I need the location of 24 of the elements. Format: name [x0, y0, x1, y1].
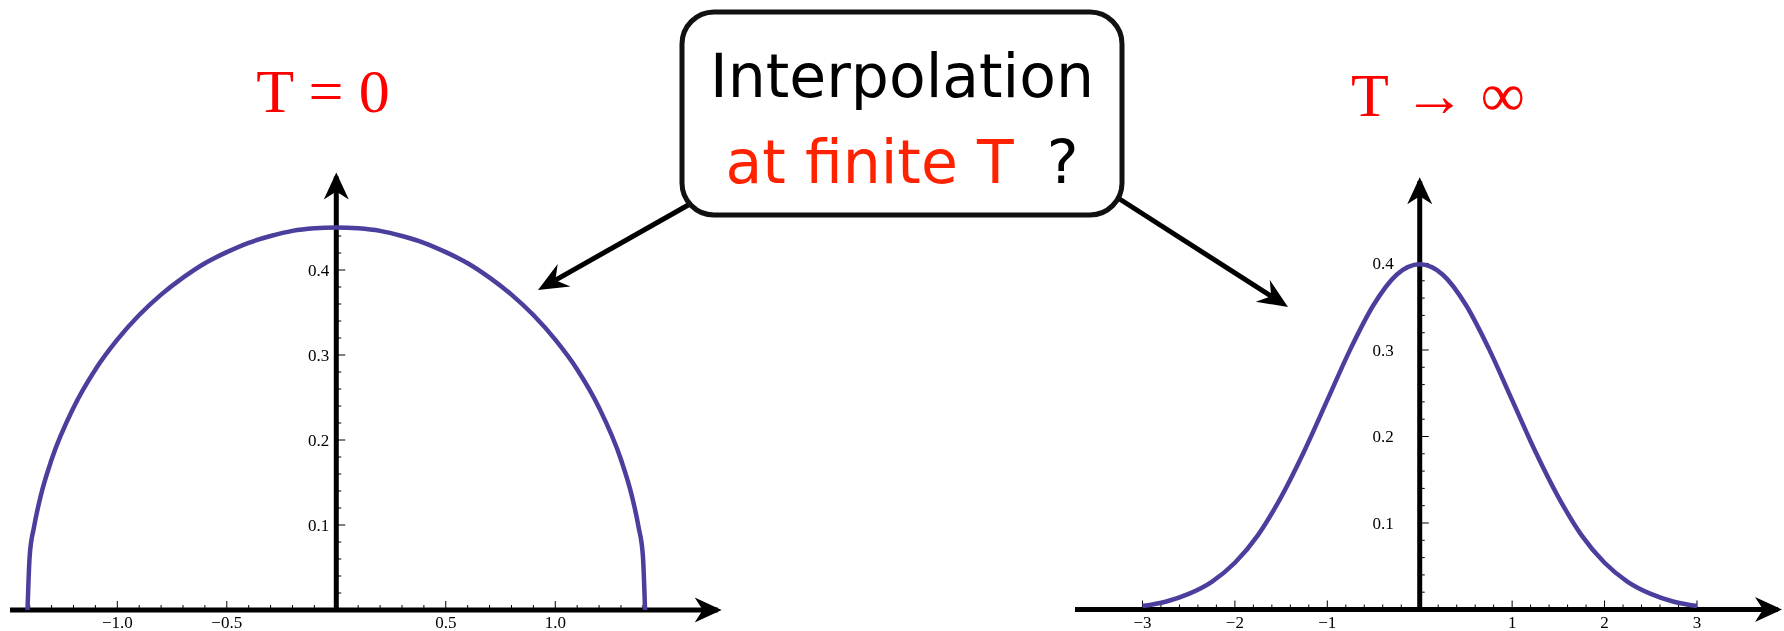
x-tick-label: 1 — [1507, 612, 1517, 631]
x-tick-label: −2 — [1225, 612, 1244, 631]
x-tick-label: 1.0 — [544, 613, 566, 631]
y-tick-label: 0.1 — [308, 515, 330, 535]
x-tick-label: −1.0 — [101, 613, 133, 631]
y-tick-label: 0.4 — [308, 260, 330, 280]
x-tick-label: 2 — [1600, 612, 1609, 631]
y-tick-label: 0.3 — [1372, 340, 1394, 360]
text: at finite T — [725, 127, 1014, 197]
x-tick-label: −1 — [1318, 612, 1337, 631]
x-tick-label: −3 — [1133, 612, 1152, 631]
y-tick-label: 0.3 — [308, 345, 330, 365]
text: Interpolation — [710, 41, 1094, 111]
x-tick-label: 0.5 — [435, 613, 457, 631]
y-tick-label: 0.4 — [1372, 254, 1395, 274]
x-tick-label: −0.5 — [211, 613, 243, 631]
x-tick-label: 3 — [1692, 612, 1702, 631]
chart-title: T = 0 — [256, 57, 390, 125]
y-tick-label: 0.2 — [1372, 427, 1394, 447]
y-tick-label: 0.2 — [308, 430, 330, 450]
line-series — [25, 225, 648, 613]
y-tick-label: 0.1 — [1372, 513, 1394, 533]
annotation: ? — [1046, 127, 1079, 197]
chart-title: T → ∞ — [1351, 61, 1525, 129]
